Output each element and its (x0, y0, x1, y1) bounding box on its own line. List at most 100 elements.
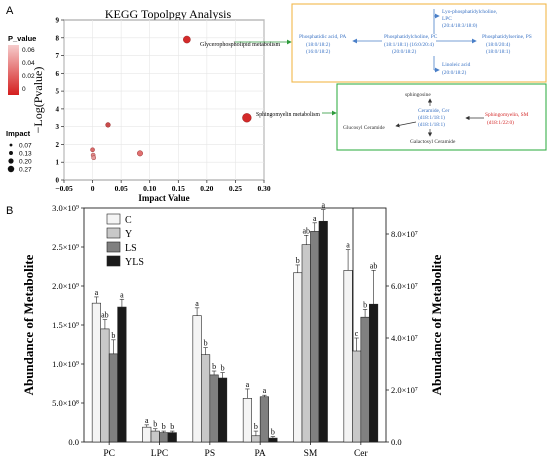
impact-size-marker (7, 165, 15, 173)
bar-yls (218, 377, 228, 443)
pvalue-tick-label: 0.02 (22, 73, 35, 80)
impact-legend-title: Impact (6, 129, 31, 138)
sphingo-pathway-label: Sphingomyelin metabolism (256, 112, 320, 118)
significance-letter: b (363, 300, 367, 309)
scatter-point (105, 122, 111, 128)
left-tick-label: 2.5×10⁹ (52, 242, 79, 252)
galactosyl-ceramide-label: Galactosyl Ceramide (410, 139, 456, 145)
legend-label-c: C (125, 215, 132, 226)
left-tick-label: 0.0 (68, 437, 79, 447)
impact-size-legend: 0.070.130.200.27 (7, 143, 32, 174)
glycero-pathway-label: Glycerophospholipid metabolism (200, 42, 280, 48)
cer-name: Ceramide, Cer (418, 108, 450, 114)
scatter-y-tick-label: 2 (56, 141, 60, 149)
bar-c (242, 398, 252, 443)
sm-name: Sphingomyelin, SM (485, 112, 529, 118)
scatter-y-tick-label: 9 (56, 17, 60, 25)
ps-species-2: (18:0/18:1) (486, 48, 510, 55)
sphingosine-label: sphingosine (405, 92, 431, 98)
scatter-points (90, 35, 252, 161)
bar-c (293, 272, 303, 443)
scatter-title: KEGG Topolpgy Analysis (105, 7, 232, 21)
bar-y (301, 244, 311, 443)
bar-right-y-label: Abundance of Metabolite (429, 254, 444, 395)
right-tick-label: 8.0×10⁷ (391, 229, 418, 239)
bar-y (150, 430, 160, 443)
significance-letter: ab (101, 311, 109, 320)
panel-b-label: B (6, 205, 13, 217)
significance-letter: b (162, 422, 166, 431)
scatter-y-ticks: 0 1 2 3 4 5 6 7 8 9 (56, 17, 64, 185)
impact-size-marker (9, 143, 13, 147)
ps-name: Phosphatidylserine, PS (482, 34, 532, 40)
right-tick-label: 2.0×10⁷ (391, 385, 418, 395)
pvalue-legend-ticks: 0.06 0.04 0.02 0 (22, 47, 35, 93)
legend-swatch-yls (106, 255, 121, 267)
scatter-point (242, 113, 252, 123)
significance-letter: a (313, 214, 317, 223)
linoleic-name: Linoleic acid (442, 62, 471, 68)
scatter-x-tick-label: 0.15 (172, 184, 185, 193)
impact-size-label: 0.13 (19, 151, 32, 158)
glycero-pathway-box (291, 3, 547, 83)
impact-size-label: 0.27 (19, 167, 32, 174)
pvalue-legend-title: P_value (8, 34, 36, 43)
bar-left-axis-ticks: 0.0 5.0×10⁸ 1.0×10⁹ 1.5×10⁹ 2.0×10⁹ 2.5×10⁹ 3.… (52, 203, 84, 447)
bar-c (192, 315, 202, 443)
scatter-x-tick-label: 0.10 (143, 184, 156, 193)
pc-species-2: (20:0/18:2) (392, 48, 416, 55)
scatter-y-tick-label: 1 (56, 159, 60, 167)
impact-size-label: 0.07 (19, 143, 32, 150)
right-tick-label: 4.0×10⁷ (391, 333, 418, 343)
legend-swatch-ls (106, 241, 121, 253)
right-tick-label: 6.0×10⁷ (391, 281, 418, 291)
significance-letter: b (170, 422, 174, 431)
left-tick-label: 1.5×10⁹ (52, 320, 79, 330)
pvalue-tick-label: 0.04 (22, 60, 35, 67)
significance-letter: a (95, 288, 99, 297)
significance-letter: b (111, 331, 115, 340)
bar-c (343, 270, 353, 443)
bar-y (251, 435, 261, 443)
scatter-x-label: Impact Value (138, 193, 189, 203)
left-tick-label: 2.0×10⁹ (52, 281, 79, 291)
significance-letter: a (321, 201, 325, 210)
significance-letter: b (271, 428, 275, 437)
bar-category-label: PS (205, 449, 216, 459)
scatter-point (90, 147, 95, 153)
bar-ls (259, 396, 269, 443)
sphingo-pathway-box (336, 83, 547, 151)
impact-size-marker (9, 151, 13, 155)
bar-plot-area (83, 207, 387, 443)
significance-letter: b (221, 364, 225, 373)
bar-ls (209, 374, 219, 443)
bar-yls (268, 437, 278, 443)
scatter-x-tick-label: 0 (91, 184, 95, 193)
panel-a-label: A (6, 5, 14, 17)
legend-label-ls: LS (125, 243, 137, 254)
scatter-plot-area (63, 19, 265, 181)
bar-category-label: PC (103, 449, 115, 459)
bar-yls (318, 220, 328, 443)
pa-species-2: (16:0/18:2) (306, 48, 330, 55)
significance-letter: a (263, 386, 267, 395)
scatter-point (91, 155, 96, 161)
scatter-y-tick-label: 3 (56, 123, 60, 131)
cer-species-2: (d18:1/18:1) (418, 121, 445, 128)
bar-left-y-label: Abundance of Metabolite (21, 254, 36, 395)
significance-letter: a (195, 299, 199, 308)
pc-species-1: (18:1/18:1) (16:0/20:4) (384, 41, 434, 48)
bar-y (201, 354, 211, 443)
pvalue-tick-label: 0.06 (22, 47, 35, 54)
significance-letter: b (204, 339, 208, 348)
scatter-y-tick-label: 5 (56, 88, 60, 96)
lpc-name: Lyo-phosphatidylcholine, (442, 9, 498, 15)
left-tick-label: 3.0×10⁹ (52, 203, 79, 213)
pvalue-tick-label: 0 (22, 86, 26, 93)
scatter-point (137, 150, 143, 157)
pc-name: Phosphatidylcholine, PC (384, 34, 438, 40)
scatter-y-tick-label: 6 (56, 70, 60, 78)
scatter-x-tick-label: 0.20 (200, 184, 213, 193)
